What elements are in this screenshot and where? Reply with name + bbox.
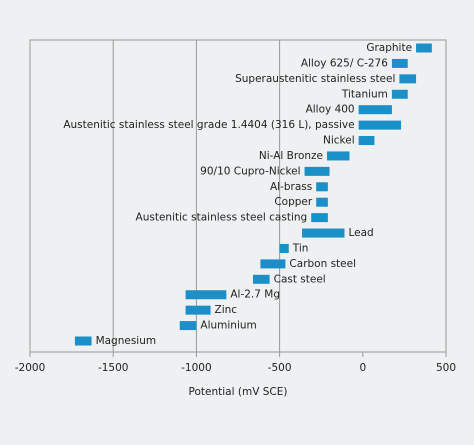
bar-label: Alloy 625/ C-276 xyxy=(301,57,388,69)
bar-label: Ni-Al Bronze xyxy=(259,150,323,162)
bar xyxy=(302,228,345,238)
bar xyxy=(185,290,227,300)
bar xyxy=(185,305,211,315)
bar xyxy=(74,336,92,346)
bar-label: Austenitic stainless steel casting xyxy=(136,212,308,224)
x-tick-label: -2000 xyxy=(15,362,46,374)
bar-label: Nickel xyxy=(323,135,355,147)
bar-label: Superaustenitic stainless steel xyxy=(235,73,395,85)
plot-frame xyxy=(29,39,447,353)
bar xyxy=(252,274,270,284)
bar-label: Lead xyxy=(348,227,373,239)
bar xyxy=(358,136,375,146)
bar xyxy=(316,182,328,192)
bar-label: Tin xyxy=(292,242,309,254)
bar-label: Graphite xyxy=(366,42,412,54)
bar xyxy=(279,243,289,253)
bar-label: Alloy 400 xyxy=(306,104,355,116)
bar-label: Carbon steel xyxy=(289,258,356,270)
bar-label: Cast steel xyxy=(274,273,326,285)
x-tick-label: -1500 xyxy=(98,362,129,374)
bar xyxy=(391,58,408,68)
x-axis-label: Potential (mV SCE) xyxy=(189,386,288,398)
bar xyxy=(327,151,350,161)
bar xyxy=(399,74,417,84)
x-tick-label: 500 xyxy=(436,362,456,374)
bar-label: Copper xyxy=(274,196,313,208)
bar-label: Zinc xyxy=(215,304,238,316)
bar xyxy=(358,105,392,115)
bar-label: Austenitic stainless steel grade 1.4404 … xyxy=(63,119,354,131)
bar-label: Magnesium xyxy=(96,335,157,347)
bar xyxy=(358,120,402,130)
x-tick-label: -1000 xyxy=(181,362,212,374)
bar-label: Al-2.7 Mg xyxy=(230,289,280,301)
x-tick-label: 0 xyxy=(359,362,366,374)
bar xyxy=(179,321,197,331)
bar xyxy=(391,89,408,99)
x-tick-label: -500 xyxy=(268,362,292,374)
bar xyxy=(316,197,328,207)
bar-label: Aluminium xyxy=(200,320,256,332)
bar-label: Titanium xyxy=(341,88,388,100)
bar-label: 90/10 Cupro-Nickel xyxy=(200,165,300,177)
bar xyxy=(304,166,330,176)
bar xyxy=(416,43,432,53)
bar-label: Al-brass xyxy=(270,181,312,193)
bar xyxy=(311,213,328,223)
bar xyxy=(260,259,286,269)
